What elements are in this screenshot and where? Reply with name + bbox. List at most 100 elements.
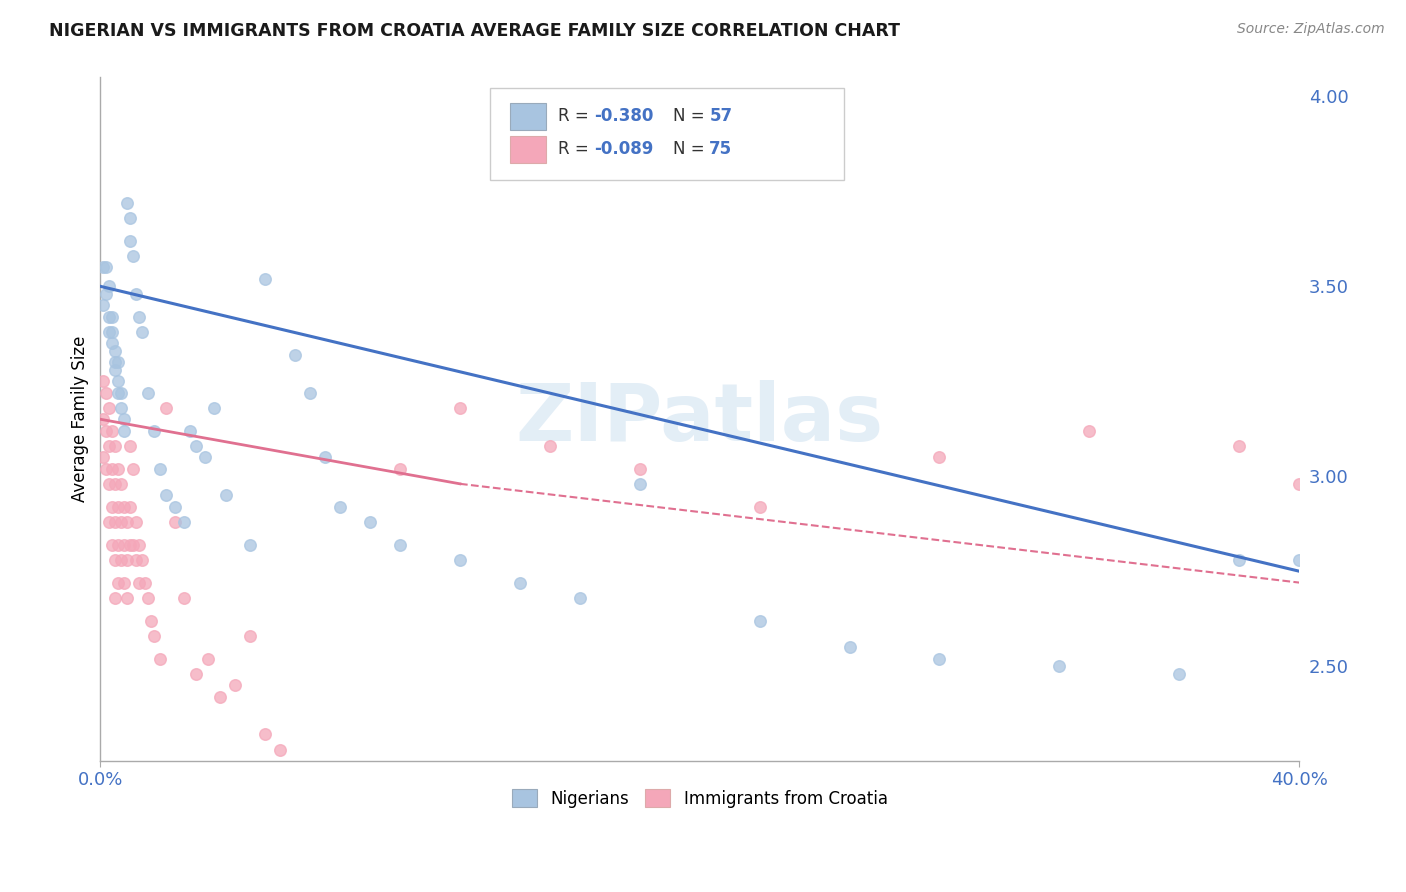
Text: N =: N = bbox=[673, 140, 710, 158]
Point bbox=[149, 461, 172, 475]
Point bbox=[110, 515, 132, 529]
Text: 57: 57 bbox=[709, 107, 733, 126]
Point bbox=[131, 325, 153, 339]
Point bbox=[112, 424, 135, 438]
Point bbox=[509, 575, 531, 590]
Text: NIGERIAN VS IMMIGRANTS FROM CROATIA AVERAGE FAMILY SIZE CORRELATION CHART: NIGERIAN VS IMMIGRANTS FROM CROATIA AVER… bbox=[49, 22, 900, 40]
Point bbox=[1168, 666, 1191, 681]
Point bbox=[101, 424, 124, 438]
Point bbox=[110, 401, 132, 415]
Point bbox=[136, 385, 159, 400]
Point bbox=[202, 401, 225, 415]
Text: -0.089: -0.089 bbox=[595, 140, 654, 158]
Text: R =: R = bbox=[558, 140, 595, 158]
Point bbox=[299, 385, 322, 400]
Point bbox=[98, 310, 121, 324]
Point bbox=[107, 500, 129, 514]
Point bbox=[98, 325, 121, 339]
Point bbox=[389, 461, 412, 475]
Text: N =: N = bbox=[673, 107, 710, 126]
Point bbox=[101, 500, 124, 514]
Point bbox=[628, 476, 651, 491]
Bar bbox=[510, 136, 547, 163]
Point bbox=[329, 500, 352, 514]
Point bbox=[93, 298, 115, 312]
Point bbox=[112, 412, 135, 426]
Point bbox=[1047, 659, 1070, 673]
Point bbox=[93, 450, 115, 465]
Point bbox=[98, 476, 121, 491]
Point bbox=[449, 553, 471, 567]
Point bbox=[110, 553, 132, 567]
Point bbox=[112, 575, 135, 590]
Point bbox=[104, 439, 127, 453]
Point bbox=[269, 742, 291, 756]
Point bbox=[165, 500, 187, 514]
Point bbox=[254, 271, 277, 285]
Point bbox=[143, 424, 166, 438]
Text: 75: 75 bbox=[709, 140, 733, 158]
Point bbox=[928, 651, 950, 665]
Point bbox=[314, 804, 336, 818]
Point bbox=[120, 211, 142, 225]
Point bbox=[96, 260, 118, 275]
Point bbox=[110, 476, 132, 491]
Point bbox=[299, 780, 322, 795]
Point bbox=[117, 515, 139, 529]
Point bbox=[359, 841, 381, 855]
Point bbox=[117, 195, 139, 210]
Point bbox=[155, 488, 177, 502]
Point bbox=[329, 819, 352, 833]
Point bbox=[104, 343, 127, 358]
Point bbox=[117, 591, 139, 605]
Legend: Nigerians, Immigrants from Croatia: Nigerians, Immigrants from Croatia bbox=[505, 783, 894, 814]
Point bbox=[538, 439, 561, 453]
Point bbox=[104, 363, 127, 377]
Text: Source: ZipAtlas.com: Source: ZipAtlas.com bbox=[1237, 22, 1385, 37]
Point bbox=[748, 500, 770, 514]
Point bbox=[96, 424, 118, 438]
Point bbox=[107, 538, 129, 552]
Point bbox=[93, 412, 115, 426]
Point bbox=[107, 385, 129, 400]
Point bbox=[254, 727, 277, 741]
Point bbox=[173, 515, 195, 529]
Point bbox=[239, 538, 262, 552]
Point bbox=[101, 461, 124, 475]
Point bbox=[628, 461, 651, 475]
Point bbox=[104, 476, 127, 491]
Point bbox=[96, 461, 118, 475]
Point bbox=[197, 651, 219, 665]
Point bbox=[1227, 553, 1250, 567]
Bar bbox=[510, 103, 547, 130]
Point bbox=[186, 666, 208, 681]
Point bbox=[101, 325, 124, 339]
Point bbox=[122, 461, 145, 475]
Point bbox=[449, 401, 471, 415]
Point bbox=[93, 374, 115, 388]
Point bbox=[179, 424, 201, 438]
Point bbox=[122, 249, 145, 263]
Point bbox=[1348, 515, 1371, 529]
Point bbox=[107, 374, 129, 388]
Point bbox=[120, 439, 142, 453]
Point bbox=[155, 401, 177, 415]
Point bbox=[128, 310, 150, 324]
Point bbox=[838, 640, 860, 654]
Text: ZIPatlas: ZIPatlas bbox=[516, 380, 884, 458]
Point bbox=[928, 450, 950, 465]
Point bbox=[107, 461, 129, 475]
Point bbox=[98, 279, 121, 293]
Point bbox=[120, 538, 142, 552]
Point bbox=[107, 355, 129, 369]
Point bbox=[101, 538, 124, 552]
Point bbox=[194, 450, 217, 465]
Point bbox=[98, 515, 121, 529]
Point bbox=[209, 690, 232, 704]
Point bbox=[568, 591, 591, 605]
Point bbox=[748, 614, 770, 628]
Point bbox=[98, 439, 121, 453]
Point bbox=[165, 515, 187, 529]
Point bbox=[1288, 553, 1310, 567]
Point bbox=[125, 515, 148, 529]
